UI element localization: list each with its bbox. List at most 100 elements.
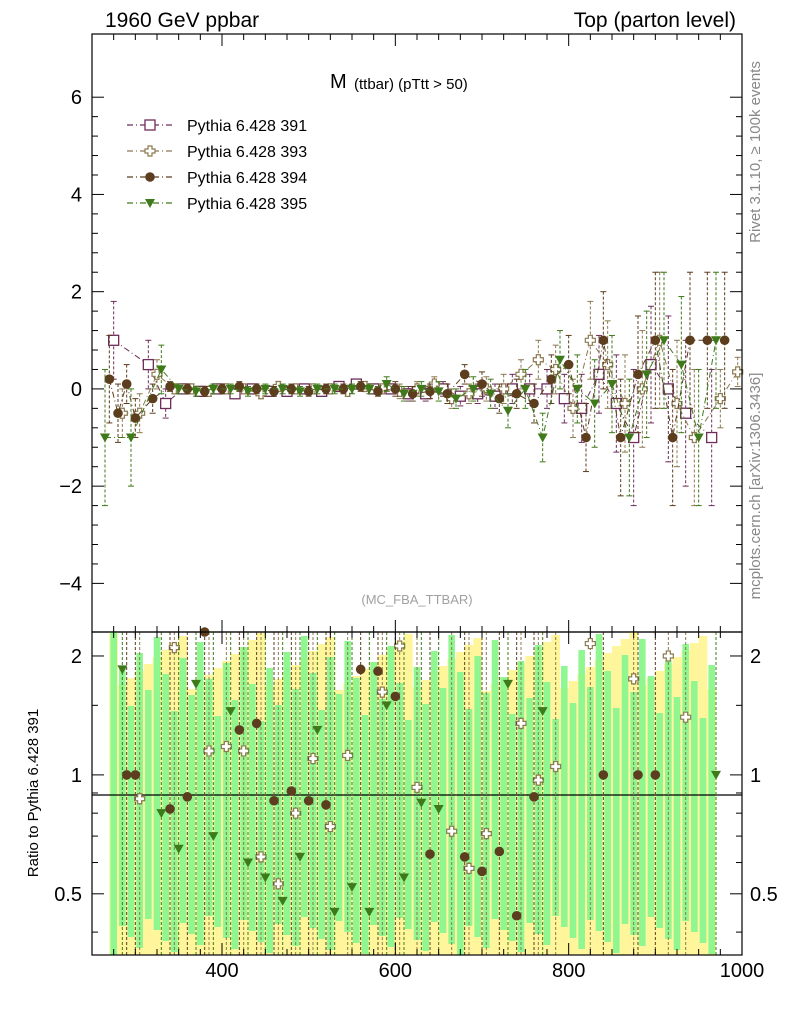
data-point [165, 381, 175, 392]
ratio-band-green [214, 716, 221, 927]
data-point [584, 334, 596, 346]
main-y-ticks: −4 −2 0 2 4 6 [59, 87, 742, 595]
ratio-point [662, 650, 674, 662]
data-point [156, 365, 167, 375]
ratio-band-green [361, 715, 369, 954]
x-tick-label: 400 [205, 960, 238, 982]
main-data [100, 271, 744, 507]
data-point [277, 384, 288, 394]
ratio-band-green [257, 721, 265, 942]
data-point [680, 407, 692, 419]
ratio-point [156, 809, 167, 819]
main-y-tick-label: −4 [59, 573, 82, 595]
ratio-band-green [422, 704, 429, 951]
legend-marker [144, 119, 156, 131]
data-point [390, 384, 401, 394]
data-point [364, 384, 375, 394]
ratio-point [416, 798, 427, 808]
ratio-y-tick-label-right: 1 [750, 765, 761, 787]
ratio-point [130, 770, 141, 780]
legend-label: Pythia 6.428 393 [187, 144, 307, 161]
ratio-band-green [691, 681, 698, 932]
ratio-band-green [656, 713, 663, 928]
ratio-point [260, 873, 271, 883]
ratio-point [277, 896, 288, 906]
ratio-band-green [179, 658, 187, 923]
ratio-point [399, 873, 409, 883]
data-point [624, 433, 635, 443]
ratio-band-green [457, 672, 464, 955]
data-point [589, 399, 600, 409]
ratio-band-green [301, 636, 308, 917]
ratio-band-green [613, 708, 620, 953]
ratio-point [295, 852, 305, 862]
data-point [529, 398, 539, 409]
data-point [719, 335, 730, 346]
data-point [243, 387, 253, 397]
data-point [208, 384, 219, 394]
analysis-label: (MC_FBA_TTBAR) [361, 592, 472, 607]
ratio-band-green [188, 695, 195, 934]
data-point [147, 393, 158, 404]
ratio-point [394, 640, 406, 652]
ratio-point [303, 795, 314, 806]
data-point [537, 433, 548, 443]
data-point [619, 397, 631, 410]
ratio-band-green [561, 666, 568, 927]
ratio-point [225, 707, 236, 717]
x-tick-label: 800 [552, 960, 585, 982]
ratio-point [321, 800, 331, 810]
data-point [593, 368, 605, 380]
ratio-point [272, 878, 284, 890]
data-point [563, 359, 574, 370]
plot-title-sub: (ttbar) (pTtt > 50) [354, 76, 468, 93]
ratio-point [446, 825, 458, 837]
ratio-point [650, 770, 661, 780]
data-point [407, 388, 418, 399]
main-y-tick-label: 0 [71, 379, 82, 401]
ratio-band-green [483, 693, 490, 948]
data-point [416, 384, 427, 394]
ratio-band-green [621, 655, 629, 924]
data-point [515, 368, 527, 380]
ratio-band-green [595, 634, 603, 931]
ratio-point [134, 793, 146, 805]
main-panel: M (ttbar) (pTtt > 50) (MC_FBA_TTBAR) −4−… [59, 33, 744, 633]
data-point [160, 397, 172, 410]
ratio-point [633, 770, 643, 780]
main-y-tick-label: −2 [59, 476, 82, 498]
data-point [191, 387, 201, 397]
ratio-point [117, 665, 128, 675]
ratio-point [182, 792, 193, 802]
ratio-point [329, 907, 340, 917]
ratio-point [324, 820, 336, 833]
data-point [667, 432, 678, 443]
ratio-band-green [699, 718, 707, 943]
ratio-point [390, 691, 401, 702]
data-point [555, 355, 565, 365]
data-point [303, 386, 314, 397]
ratio-band-green [431, 651, 438, 922]
ratio-band-green [231, 700, 239, 949]
ratio-point [537, 707, 548, 717]
ratio-point [515, 717, 527, 730]
ratio-point [680, 711, 692, 723]
data-point [633, 369, 643, 380]
data-point [312, 384, 323, 394]
data-point [485, 389, 496, 399]
data-point [173, 384, 184, 394]
main-y-tick-label: 2 [71, 282, 82, 304]
data-point [225, 384, 236, 394]
data-point [108, 334, 120, 346]
x-ticks: 400 600 800 1000 [113, 34, 764, 982]
data-point [151, 368, 163, 380]
ratio-band-green [491, 640, 499, 919]
ratio-band-green [673, 697, 681, 950]
legend-marker [145, 199, 155, 208]
data-point [572, 384, 583, 394]
ratio-point [286, 786, 297, 796]
ratio-y-label: Ratio to Pythia 6.428 391 [25, 709, 42, 877]
data-point [347, 384, 357, 394]
data-point [671, 397, 683, 410]
ratio-band-green [335, 694, 343, 921]
